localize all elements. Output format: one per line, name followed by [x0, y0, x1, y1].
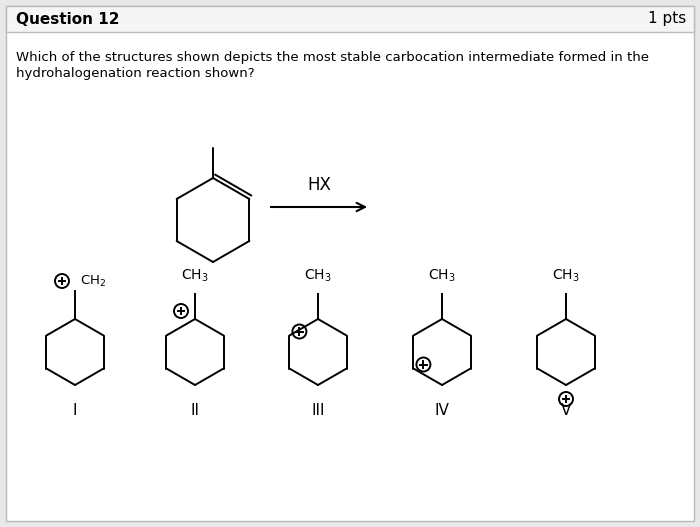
Text: I: I: [73, 403, 77, 418]
Text: V: V: [561, 403, 571, 418]
Text: II: II: [190, 403, 199, 418]
Text: CH$_3$: CH$_3$: [428, 268, 456, 284]
Text: 1 pts: 1 pts: [648, 12, 686, 26]
Text: IV: IV: [435, 403, 449, 418]
Text: HX: HX: [307, 176, 331, 194]
Text: Which of the structures shown depicts the most stable carbocation intermediate f: Which of the structures shown depicts th…: [16, 52, 649, 64]
Bar: [6, 6, 694, 32]
Text: CH$_3$: CH$_3$: [304, 268, 332, 284]
Text: III: III: [312, 403, 325, 418]
Text: CH$_3$: CH$_3$: [181, 268, 209, 284]
Text: CH$_3$: CH$_3$: [552, 268, 580, 284]
Text: CH$_2$: CH$_2$: [80, 274, 106, 289]
Text: hydrohalogenation reaction shown?: hydrohalogenation reaction shown?: [16, 66, 255, 80]
Text: Question 12: Question 12: [16, 12, 120, 26]
